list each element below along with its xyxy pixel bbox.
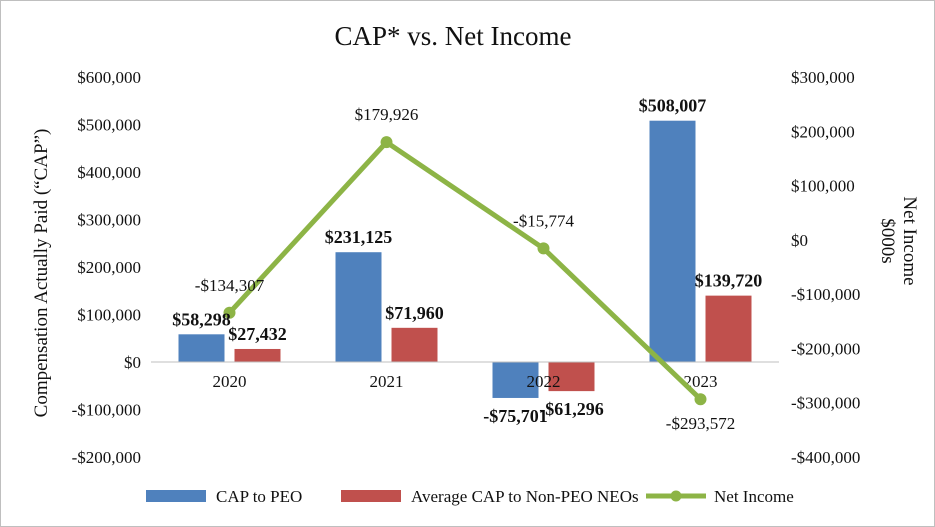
y2-tick-label-400-000: -$400,000 <box>791 448 860 467</box>
legend-swatch-cap-to-peo <box>146 490 206 502</box>
net-income-series <box>224 136 707 405</box>
legend-label-average-cap-non-peo: Average CAP to Non-PEO NEOs <box>411 487 639 506</box>
data-label-average-cap-to-non-peo-neos-2020: $27,432 <box>228 324 287 344</box>
y-axis-title-group: Compensation Actually Paid (“CAP”) <box>31 129 52 418</box>
y-tick-label-0: $0 <box>124 353 141 372</box>
bar-average-cap-to-non-peo-neos-2023 <box>706 296 752 362</box>
data-label-net-income-2023: -$293,572 <box>666 414 735 433</box>
category-labels: 2020 2021 2022 2023 <box>213 372 718 391</box>
y-tick-label-200-000: $200,000 <box>77 258 141 277</box>
y2-tick-label-300-000: $300,000 <box>791 68 855 87</box>
data-label-average-cap-to-non-peo-neos-2023: $139,720 <box>695 271 763 291</box>
bar-average-cap-to-non-peo-neos-2021 <box>392 328 438 362</box>
category-label-2020: 2020 <box>213 372 247 391</box>
legend-swatch-average-cap-non-peo <box>341 490 401 502</box>
y2-axis-title-group: Net Income $000s <box>877 196 920 285</box>
net-income-point-2022 <box>538 242 550 254</box>
data-label-cap-to-peo-2023: $508,007 <box>639 96 707 116</box>
y2-tick-label-0: $0 <box>791 231 808 250</box>
bar-average-cap-to-non-peo-neos-2020 <box>235 349 281 362</box>
y2-tick-label-100-000: $100,000 <box>791 177 855 196</box>
data-label-average-cap-to-non-peo-neos-2022: -$61,296 <box>539 399 604 419</box>
bar-cap-to-peo-2021 <box>336 252 382 362</box>
y-axis-title: Compensation Actually Paid (“CAP”) <box>31 129 52 418</box>
data-label-cap-to-peo-2022: -$75,701 <box>483 406 548 426</box>
data-label-cap-to-peo-2020: $58,298 <box>172 309 231 329</box>
y-tick-label-400-000: $400,000 <box>77 163 141 182</box>
data-label-net-income-2022: -$15,774 <box>513 211 574 230</box>
net-income-line <box>230 142 701 399</box>
chart-container: CAP* vs. Net Income Compensation Actuall… <box>0 0 935 527</box>
data-label-net-income-2020: -$134,307 <box>195 276 265 295</box>
y2-tick-label-200-000: $200,000 <box>791 122 855 141</box>
chart-title: CAP* vs. Net Income <box>335 21 572 51</box>
legend-swatch-net-income-marker <box>671 491 682 502</box>
legend: CAP to PEO Average CAP to Non-PEO NEOs N… <box>146 487 794 506</box>
cap-vs-net-income-chart: CAP* vs. Net Income Compensation Actuall… <box>1 1 934 526</box>
bar-cap-to-peo-2023 <box>650 121 696 362</box>
category-label-2021: 2021 <box>370 372 404 391</box>
category-label-2022: 2022 <box>527 372 561 391</box>
y-tick-label-300-000: $300,000 <box>77 211 141 230</box>
y-tick-label-600-000: $600,000 <box>77 68 141 87</box>
y2-tick-label-300-000: -$300,000 <box>791 394 860 413</box>
y-tick-label-100-000: -$100,000 <box>72 401 141 420</box>
y-tick-label-200-000: -$200,000 <box>72 448 141 467</box>
legend-label-cap-to-peo: CAP to PEO <box>216 487 302 506</box>
y2-axis-title-line1: Net Income <box>899 196 920 285</box>
y-tick-label-100-000: $100,000 <box>77 306 141 325</box>
bar-cap-to-peo-2020 <box>179 334 225 362</box>
net-income-point-2023 <box>695 393 707 405</box>
y-tick-label-500-000: $500,000 <box>77 116 141 135</box>
y2-axis-title-line2: $000s <box>877 218 898 263</box>
data-label-cap-to-peo-2021: $231,125 <box>325 227 393 247</box>
y2-axis-ticks: $300,000 $200,000 $100,000 $0 -$100,000 -$200… <box>791 68 860 467</box>
data-label-average-cap-to-non-peo-neos-2021: $71,960 <box>385 303 444 323</box>
net-income-point-2021 <box>381 136 393 148</box>
y-axis-ticks: $600,000 $500,000 $400,000 $300,000 $200,000… <box>72 68 141 467</box>
legend-label-net-income: Net Income <box>714 487 794 506</box>
y2-tick-label-200-000: -$200,000 <box>791 339 860 358</box>
data-label-net-income-2021: $179,926 <box>355 105 419 124</box>
y2-tick-label-100-000: -$100,000 <box>791 285 860 304</box>
bar-series <box>179 121 752 398</box>
